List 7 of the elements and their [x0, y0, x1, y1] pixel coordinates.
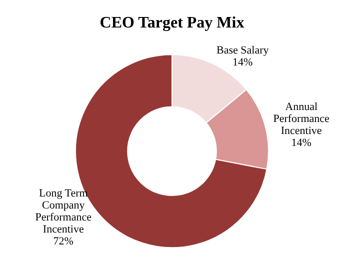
- data-label: 14%: [291, 137, 312, 150]
- chart-title: CEO Target Pay Mix: [100, 14, 244, 32]
- data-label: 72%: [53, 236, 74, 248]
- slice-label: Base Salary: [216, 44, 270, 56]
- data-label: 14%: [232, 56, 253, 68]
- slice-label: Long Term Company Performance Incentive: [35, 188, 92, 236]
- slice-label: Annual Performance Incentive: [273, 101, 330, 138]
